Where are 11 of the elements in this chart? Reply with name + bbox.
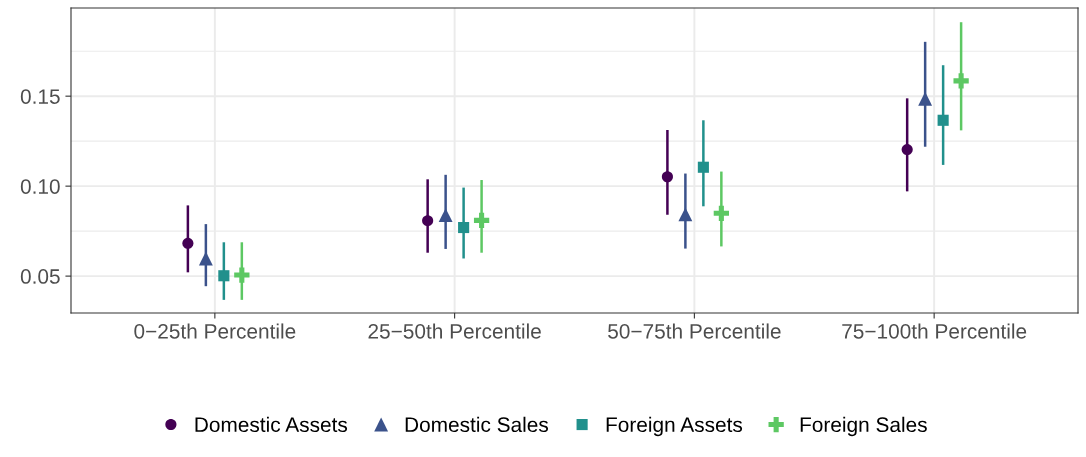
legend-label: Foreign Assets (606, 416, 743, 437)
x-tick-label: 75−100th Percentile (842, 323, 1027, 339)
legend-label: Domestic Sales (405, 416, 549, 433)
legend-label: Domestic Assets (195, 416, 348, 433)
y-tick-label: 0.10 (20, 179, 60, 194)
y-tick-label: 0.15 (20, 89, 60, 104)
y-tick-label: 0.05 (20, 269, 60, 284)
x-tick-label: 50−75th Percentile (608, 323, 781, 339)
x-tick-label: 0−25th Percentile (134, 323, 296, 339)
legend-label: Foreign Sales (800, 416, 927, 437)
x-tick-label: 25−50th Percentile (368, 323, 541, 339)
